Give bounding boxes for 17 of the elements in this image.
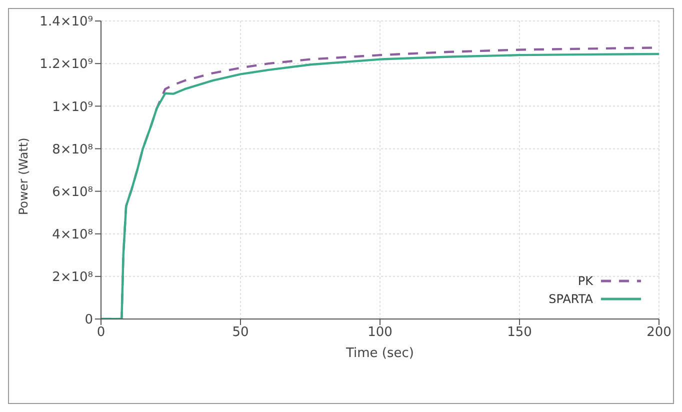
y-tick-label: 0 (84, 312, 93, 328)
y-tick-label: 4×10⁸ (52, 227, 93, 242)
y-tick-label: 8×10⁸ (52, 142, 93, 158)
legend-label: PK (578, 274, 593, 288)
y-axis-title: Power (Watt) (16, 138, 30, 215)
x-tick-label: 50 (232, 325, 249, 340)
x-tick-label: 150 (507, 325, 532, 340)
y-tick-label: 1×10⁹ (52, 100, 93, 115)
y-tick-label: 1.4×10⁹ (40, 14, 93, 30)
x-tick-label: 0 (96, 325, 106, 340)
y-tick-label: 1.2×10⁹ (40, 57, 93, 72)
x-tick-label: 100 (368, 325, 392, 340)
y-tick-label: 6×10⁸ (52, 184, 93, 200)
x-axis-title: Time (sec) (344, 346, 414, 361)
x-tick-label: 200 (646, 325, 672, 340)
y-tick-label: 2×10⁸ (52, 270, 93, 286)
legend-label: SPARTA (548, 292, 593, 306)
